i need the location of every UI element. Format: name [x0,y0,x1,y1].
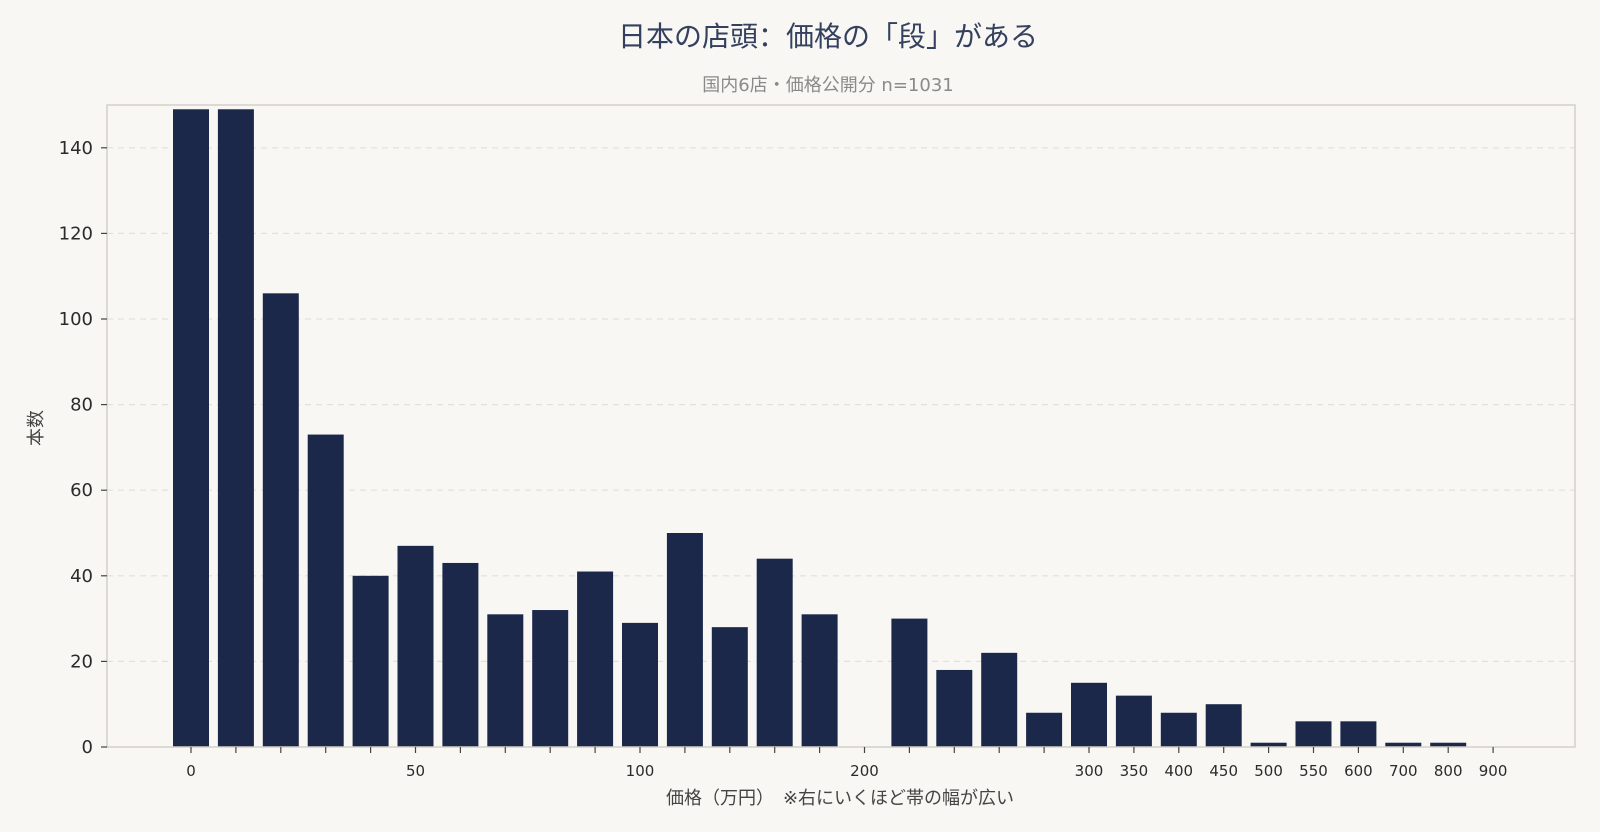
x-tick-label: 300 [1075,762,1104,780]
chart-subtitle: 国内6店・価格公開分 n=1031 [702,75,953,96]
y-tick-label: 120 [59,223,93,244]
bar [936,669,973,747]
bar [307,434,344,747]
grid-lines [107,147,1575,663]
bar [577,571,614,747]
bar [756,558,793,747]
y-tick-label: 40 [70,566,93,587]
chart-title: 日本の店頭：価格の「段」がある [618,20,1038,53]
bar [397,545,434,747]
bars [173,109,1467,747]
x-tick-label: 100 [626,762,655,780]
bar [1071,682,1107,747]
bar [1430,742,1467,747]
bar [622,622,658,747]
bar [487,614,524,747]
bar [1205,704,1242,747]
y-tick-label: 0 [82,737,93,758]
x-tick-label: 600 [1344,762,1373,780]
x-tick-label: 700 [1389,762,1418,780]
y-tick-label: 80 [70,395,93,416]
x-tick-label: 400 [1164,762,1193,780]
x-tick-label: 350 [1120,762,1149,780]
y-tick-label: 100 [59,309,93,330]
x-tick-label: 200 [850,762,879,780]
bar [532,610,569,747]
x-axis-label: 価格（万円） ※右にいくほど帯の幅が広い [666,788,1014,809]
bar [262,293,299,747]
bar [442,562,479,747]
bar [1385,742,1422,747]
bar [352,575,389,747]
bar [1026,712,1063,747]
bar [217,109,254,747]
bar [1115,695,1152,747]
plot-area-frame [106,104,1576,748]
x-tick-label: 800 [1434,762,1463,780]
x-tick-label: 0 [186,762,196,780]
bar [981,652,1018,747]
x-tick-label: 50 [406,762,425,780]
y-tick-label: 60 [70,480,93,501]
bar [1160,712,1197,747]
bar [801,614,838,747]
bar [173,109,209,747]
x-tick-label: 450 [1209,762,1238,780]
bar [666,533,703,747]
bar [1340,721,1377,747]
y-tick-label: 140 [59,138,93,159]
x-tick-label: 900 [1479,762,1508,780]
y-tick-label: 20 [70,651,93,672]
x-axis: 0 50 100 200 300 350 400 450 500 550 600 700 800 900 [186,747,1507,780]
x-tick-label: 500 [1254,762,1283,780]
bar [1295,721,1332,747]
bar [711,627,748,747]
bar [1250,742,1287,747]
y-axis-label: 本数 [26,410,47,446]
x-tick-label: 550 [1299,762,1328,780]
y-axis: 0 20 40 60 80 100 120 140 [59,138,107,758]
bar [891,618,928,747]
